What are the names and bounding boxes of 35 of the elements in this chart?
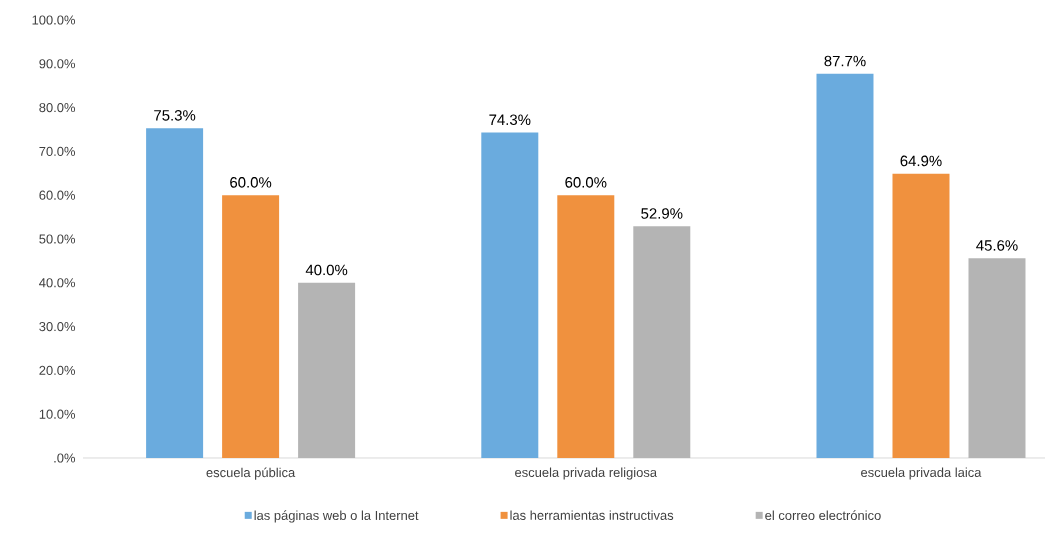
- y-tick-label: 70.0%: [39, 146, 76, 156]
- bar: [968, 258, 1026, 458]
- y-tick-label: 100.0%: [32, 15, 76, 25]
- data-label: 45.6%: [976, 240, 1018, 251]
- y-tick-label: .0%: [54, 453, 76, 463]
- bar: [222, 195, 280, 458]
- y-tick-label: 10.0%: [39, 409, 76, 419]
- y-tick-label: 20.0%: [39, 365, 76, 375]
- data-label: 40.0%: [305, 264, 348, 276]
- x-tick-label: escuela privada laica: [861, 467, 982, 480]
- y-tick-label: 60.0%: [39, 190, 76, 200]
- legend-label: las herramientas instructivas: [510, 510, 674, 520]
- bar: [892, 173, 950, 458]
- data-label: 87.7%: [824, 55, 866, 67]
- bar: [816, 73, 874, 458]
- y-tick-label: 50.0%: [39, 234, 76, 244]
- data-label: 60.0%: [230, 177, 272, 188]
- y-tick-label: 90.0%: [39, 59, 76, 69]
- bar: [146, 128, 204, 458]
- legend-label: el correo electrónico: [765, 510, 881, 521]
- data-label: 74.3%: [489, 114, 531, 126]
- x-tick-label: escuela privada religiosa: [515, 467, 658, 480]
- data-label: 64.9%: [900, 155, 942, 167]
- bar: [633, 226, 691, 458]
- data-label: 52.9%: [641, 208, 683, 219]
- data-label: 75.3%: [154, 110, 196, 121]
- data-label: 60.0%: [565, 177, 607, 188]
- y-tick-label: 30.0%: [39, 322, 76, 332]
- x-tick-label: escuela pública: [206, 467, 296, 480]
- bar: [481, 132, 539, 458]
- y-tick-label: 80.0%: [39, 103, 76, 113]
- bar: [557, 195, 615, 458]
- y-tick-label: 40.0%: [39, 278, 76, 288]
- legend-label: las páginas web o la Internet: [254, 510, 419, 523]
- bar: [298, 282, 356, 458]
